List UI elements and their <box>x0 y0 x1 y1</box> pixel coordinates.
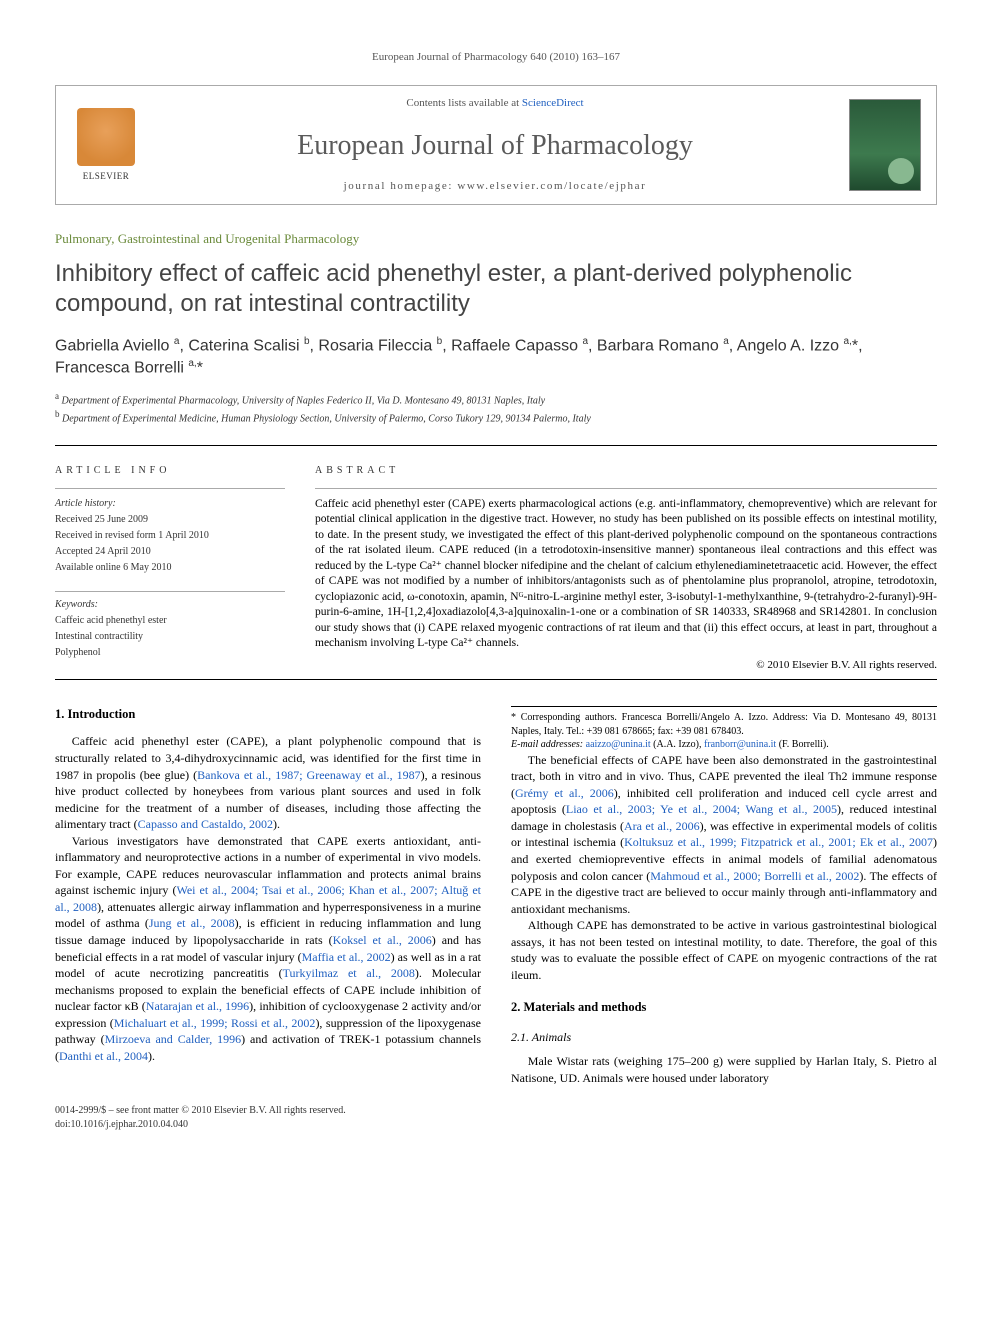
body-paragraph: Various investigators have demonstrated … <box>55 833 481 1065</box>
keyword: Caffeic acid phenethyl ester <box>55 614 285 628</box>
article-section-tag: Pulmonary, Gastrointestinal and Urogenit… <box>55 230 937 248</box>
masthead: ELSEVIER Contents lists available at Sci… <box>55 85 937 205</box>
emails-label: E-mail addresses: <box>511 739 586 750</box>
contents-prefix: Contents lists available at <box>406 97 521 109</box>
journal-name: European Journal of Pharmacology <box>157 126 833 165</box>
divider <box>55 679 937 680</box>
elsevier-wordmark: ELSEVIER <box>83 170 130 183</box>
article-info-column: ARTICLE INFO Article history: Received 2… <box>55 452 285 674</box>
abstract-column: ABSTRACT Caffeic acid phenethyl ester (C… <box>315 452 937 674</box>
footer-meta: 0014-2999/$ – see front matter © 2010 El… <box>55 1104 937 1131</box>
citation-link[interactable]: Michaluart et al., 1999; Rossi et al., 2… <box>114 1016 316 1030</box>
date-revised: Received in revised form 1 April 2010 <box>55 529 285 543</box>
elsevier-tree-icon <box>77 108 135 166</box>
citation-link[interactable]: Mirzoeva and Calder, 1996 <box>105 1032 242 1046</box>
citation-link[interactable]: Grémy et al., 2006 <box>515 786 614 800</box>
elsevier-logo: ELSEVIER <box>71 105 141 185</box>
email-link[interactable]: franborr@unina.it <box>704 739 776 750</box>
authors-line: Gabriella Aviello a, Caterina Scalisi b,… <box>55 335 937 380</box>
divider <box>55 445 937 446</box>
citation-link[interactable]: Natarajan et al., 1996 <box>146 999 249 1013</box>
homepage-prefix: journal homepage: <box>344 180 458 192</box>
contents-list-line: Contents lists available at ScienceDirec… <box>157 96 833 111</box>
citation-link[interactable]: Ara et al., 2006 <box>624 819 700 833</box>
article-info-head: ARTICLE INFO <box>55 464 285 478</box>
citation-link[interactable]: Koltuksuz et al., 1999; Fitzpatrick et a… <box>624 835 933 849</box>
abstract-text: Caffeic acid phenethyl ester (CAPE) exer… <box>315 497 937 652</box>
date-received: Received 25 June 2009 <box>55 513 285 527</box>
corresponding-text: * Corresponding authors. Francesca Borre… <box>511 711 937 738</box>
body-paragraph: Caffeic acid phenethyl ester (CAPE), a p… <box>55 733 481 832</box>
subsection-heading-animals: 2.1. Animals <box>511 1029 937 1046</box>
doi-line: doi:10.1016/j.ejphar.2010.04.040 <box>55 1118 937 1132</box>
keywords-label: Keywords: <box>55 598 285 612</box>
date-online: Available online 6 May 2010 <box>55 561 285 575</box>
affiliation-a: Department of Experimental Pharmacology,… <box>62 395 546 406</box>
citation-link[interactable]: Koksel et al., 2006 <box>333 933 432 947</box>
corresponding-author-footnote: * Corresponding authors. Francesca Borre… <box>511 706 937 752</box>
body-paragraph: Although CAPE has demonstrated to be act… <box>511 917 937 983</box>
citation-link[interactable]: Mahmoud et al., 2000; Borrelli et al., 2… <box>650 869 859 883</box>
running-head: European Journal of Pharmacology 640 (20… <box>55 50 937 65</box>
citation-link[interactable]: Maffia et al., 2002 <box>302 950 391 964</box>
keyword: Intestinal contractility <box>55 630 285 644</box>
body-paragraph: Male Wistar rats (weighing 175–200 g) we… <box>511 1053 937 1086</box>
citation-link[interactable]: Danthi et al., 2004 <box>59 1049 148 1063</box>
body-columns: 1. Introduction Caffeic acid phenethyl e… <box>55 706 937 1086</box>
date-accepted: Accepted 24 April 2010 <box>55 545 285 559</box>
citation-link[interactable]: Capasso and Castaldo, 2002 <box>138 817 273 831</box>
body-paragraph: The beneficial effects of CAPE have been… <box>511 752 937 917</box>
front-matter-line: 0014-2999/$ – see front matter © 2010 El… <box>55 1104 937 1118</box>
sciencedirect-link[interactable]: ScienceDirect <box>522 97 584 109</box>
affiliation-b: Department of Experimental Medicine, Hum… <box>62 414 591 425</box>
citation-link[interactable]: Turkyilmaz et al., 2008 <box>283 966 415 980</box>
citation-link[interactable]: Jung et al., 2008 <box>149 916 235 930</box>
section-heading-intro: 1. Introduction <box>55 706 481 723</box>
keyword: Polyphenol <box>55 646 285 660</box>
article-history-label: Article history: <box>55 497 285 511</box>
abstract-head: ABSTRACT <box>315 464 937 478</box>
citation-link[interactable]: Bankova et al., 1987; Greenaway et al., … <box>197 768 420 782</box>
section-heading-methods: 2. Materials and methods <box>511 999 937 1016</box>
email-link[interactable]: aaizzo@unina.it <box>586 739 651 750</box>
affiliations: a Department of Experimental Pharmacolog… <box>55 390 937 427</box>
citation-link[interactable]: Liao et al., 2003; Ye et al., 2004; Wang… <box>566 802 837 816</box>
abstract-copyright: © 2010 Elsevier B.V. All rights reserved… <box>315 658 937 673</box>
homepage-url: www.elsevier.com/locate/ejphar <box>457 180 646 192</box>
article-title: Inhibitory effect of caffeic acid phenet… <box>55 259 937 319</box>
journal-cover-thumbnail <box>849 99 921 191</box>
journal-homepage-line: journal homepage: www.elsevier.com/locat… <box>157 179 833 194</box>
